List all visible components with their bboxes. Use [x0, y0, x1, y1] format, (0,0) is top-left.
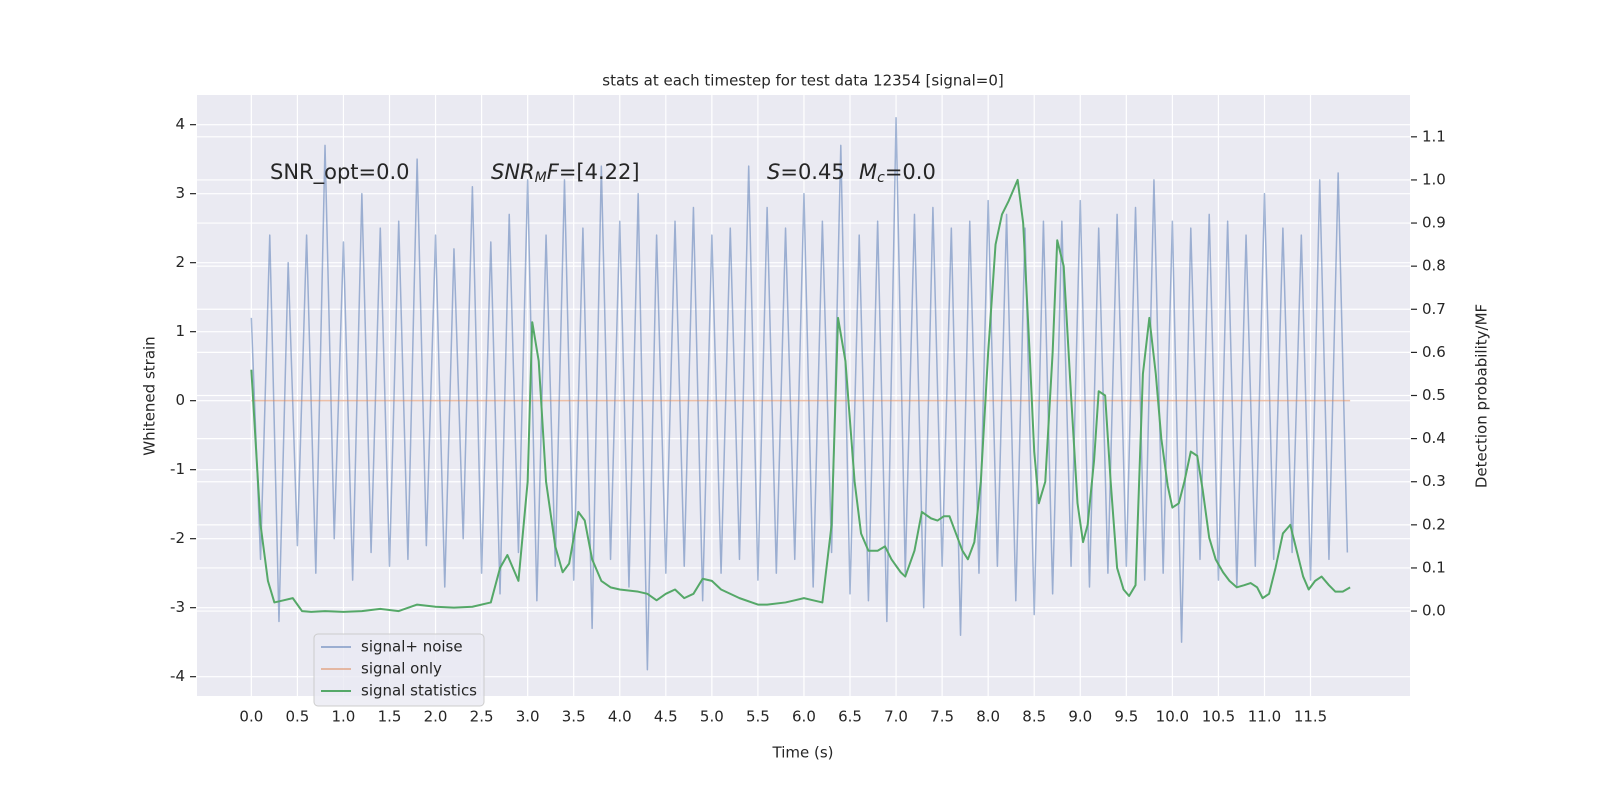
y2-tick-label: 0.7: [1422, 300, 1446, 318]
y2-tick-label: 0.9: [1422, 214, 1446, 232]
annotation-part: =0.0: [885, 160, 936, 184]
series-line: [250, 178, 1351, 613]
x-tick-label: 3.5: [562, 708, 586, 726]
annotation-part: SNR_opt=0.0: [270, 160, 410, 185]
y2-axis-label: Detection probability/MF: [1473, 304, 1491, 488]
y2-tick-label: 0.5: [1422, 386, 1446, 404]
x-axis-label: Time (s): [772, 744, 834, 762]
x-tick-label: 9.5: [1114, 708, 1138, 726]
x-tick-label: 0.0: [239, 708, 263, 726]
y2-tick-label: 1.1: [1422, 127, 1446, 145]
x-tick-label: 2.5: [470, 708, 494, 726]
x-tick-label: 6.5: [838, 708, 862, 726]
y-tick-label: 0: [175, 391, 185, 409]
x-tick-label: 0.5: [285, 708, 309, 726]
annotation-part: F: [547, 160, 560, 184]
y-tick-label: -4: [170, 667, 185, 685]
x-tick-label: 3.0: [516, 708, 540, 726]
x-tick-label: 1.5: [378, 708, 402, 726]
series-line: [250, 117, 1349, 671]
y-tick-label: 3: [175, 184, 185, 202]
x-tick-label: 5.5: [746, 708, 770, 726]
x-tick-label: 11.5: [1294, 708, 1327, 726]
annotation-part: c: [877, 170, 885, 186]
y-tick-label: 4: [175, 115, 185, 133]
y-tick-label: -1: [170, 460, 185, 478]
legend-label: signal+ noise: [361, 638, 463, 656]
y2-tick-label: 0.6: [1422, 343, 1446, 361]
legend-box: [313, 633, 485, 707]
x-tick-label: 10.0: [1156, 708, 1189, 726]
y2-tick-label: 0.4: [1422, 429, 1446, 447]
y-tick-label: -2: [170, 529, 185, 547]
y-axis-label: Whitened strain: [141, 336, 159, 455]
annotation: S=0.45: [767, 160, 845, 184]
marks: [250, 117, 1351, 671]
annotation-part: S: [767, 160, 780, 184]
x-tick-label: 7.5: [930, 708, 954, 726]
x-tick-label: 9.0: [1068, 708, 1092, 726]
annotation-part: =0.45: [780, 160, 844, 184]
y2-tick-label: 0.0: [1422, 602, 1446, 620]
annotation-part: =[4.22]: [559, 160, 640, 184]
annotation: SNR_opt=0.0: [270, 160, 410, 185]
legend-label: signal only: [361, 660, 442, 678]
legend-label: signal statistics: [361, 682, 477, 700]
x-tick-label: 8.0: [976, 708, 1000, 726]
y2-tick-label: 0.3: [1422, 472, 1446, 490]
x-tick-label: 7.0: [884, 708, 908, 726]
x-tick-label: 11.0: [1248, 708, 1281, 726]
chart-title: stats at each timestep for test data 123…: [602, 72, 1003, 90]
annotation-part: M: [535, 170, 547, 186]
x-tick-label: 4.5: [654, 708, 678, 726]
y2-tick-label: 1.0: [1422, 170, 1446, 188]
x-tick-label: 1.0: [332, 708, 356, 726]
y-tick-label: 2: [175, 253, 185, 271]
x-tick-label: 8.5: [1022, 708, 1046, 726]
y2-tick-label: 0.8: [1422, 257, 1446, 275]
annotation: SNRMF=[4.22]: [491, 160, 640, 186]
x-tick-label: 2.0: [424, 708, 448, 726]
y-tick-label: -3: [170, 598, 185, 616]
y-tick-label: 1: [175, 322, 185, 340]
annotation: Mc=0.0: [859, 160, 936, 186]
x-tick-label: 6.0: [792, 708, 816, 726]
x-tick-label: 5.0: [700, 708, 724, 726]
annotation-part: M: [859, 160, 877, 184]
x-tick-label: 4.0: [608, 708, 632, 726]
y2-tick-label: 0.2: [1422, 515, 1446, 533]
annotation-part: SNR: [491, 160, 535, 184]
x-tick-label: 10.5: [1202, 708, 1235, 726]
y2-tick-label: 0.1: [1422, 558, 1446, 576]
